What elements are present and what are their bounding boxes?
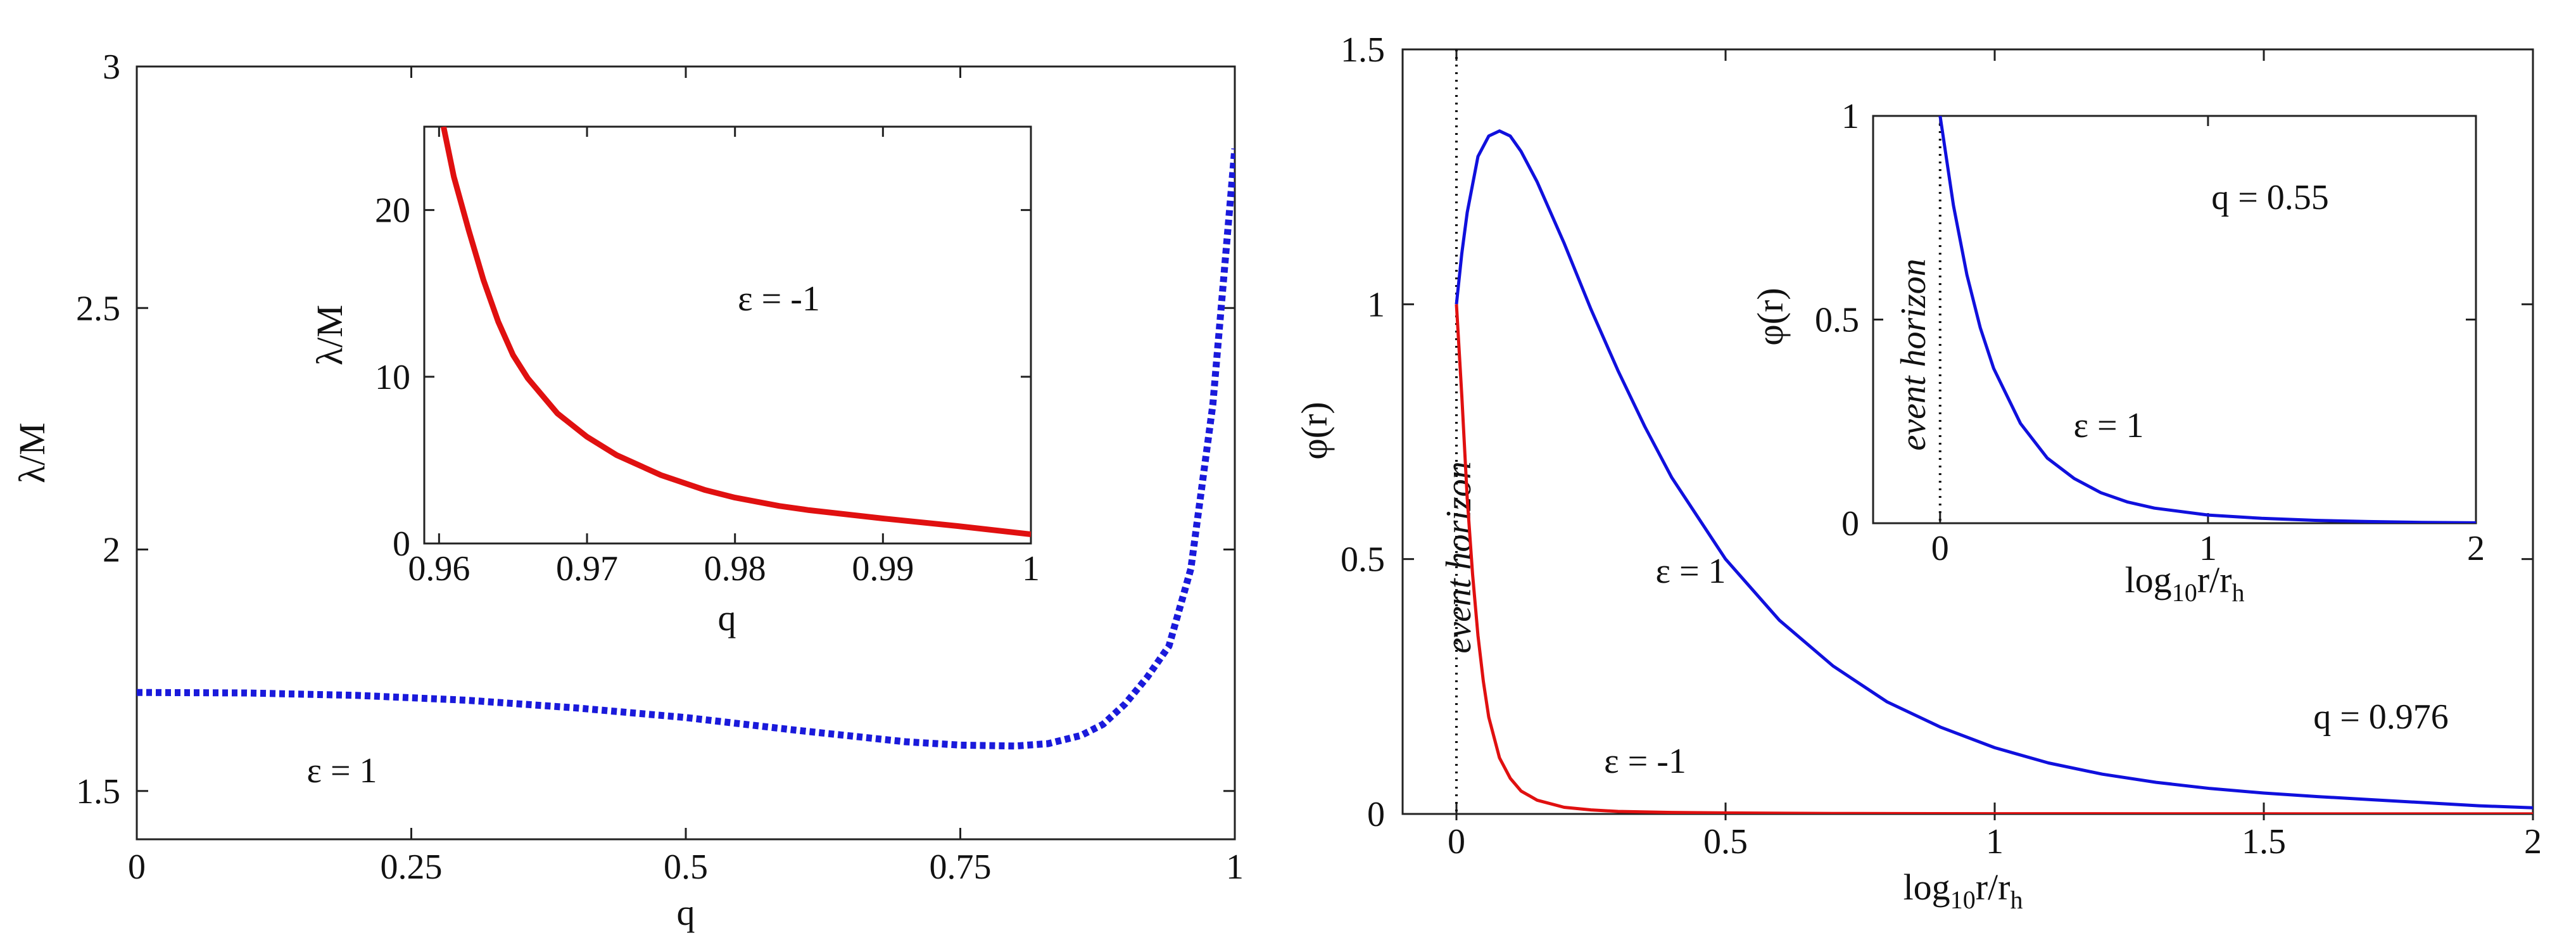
event-horizon-label: event horizon <box>1894 258 1933 450</box>
x-tick-label: 1 <box>1226 848 1244 887</box>
y-tick-label: 2 <box>103 531 120 570</box>
x-tick-label: 0.99 <box>852 549 914 588</box>
x-tick-label: 0.25 <box>381 848 443 887</box>
y-axis-label: λ/M <box>11 422 53 483</box>
y-tick-label: 0 <box>1367 795 1385 834</box>
x-tick-label: 0.75 <box>930 848 992 887</box>
x-tick-label: 2 <box>2467 529 2485 568</box>
y-tick-label: 0 <box>1841 504 1859 543</box>
series-line <box>1455 129 2533 810</box>
x-tick-label: 0.5 <box>1703 822 1748 861</box>
x-tick-label: 0.96 <box>408 549 470 588</box>
annotation-label: ε = 1 <box>1655 552 1726 591</box>
annotation-label: q = 0.976 <box>2313 697 2449 737</box>
x-axis-label: log10r/rh <box>2125 559 2245 607</box>
annotation-label: ε = 1 <box>2073 406 2144 445</box>
y-axis-label: φ(r) <box>1294 402 1335 459</box>
y-tick-label: 0 <box>393 524 410 564</box>
y-tick-label: 1 <box>1841 97 1859 136</box>
x-tick-label: 1 <box>2199 529 2217 568</box>
x-tick-label: 0 <box>1448 822 1465 861</box>
x-tick-label: 0.5 <box>664 848 708 887</box>
y-tick-label: 0.5 <box>1341 540 1385 580</box>
annotation-label: ε = 1 <box>306 751 377 791</box>
x-tick-label: 0 <box>128 848 146 887</box>
y-tick-label: 1.5 <box>76 772 120 811</box>
y-axis-label: λ/M <box>309 305 350 365</box>
x-tick-label: 0 <box>1931 529 1949 568</box>
series-line <box>1455 304 2533 814</box>
series-line <box>440 127 1031 537</box>
annotation-label: ε = -1 <box>1604 742 1686 781</box>
y-tick-label: 1.5 <box>1341 30 1385 70</box>
annotation-label: q = 0.55 <box>2211 178 2329 217</box>
x-axis-label: q <box>677 892 695 933</box>
x-tick-label: 0.97 <box>556 549 618 588</box>
x-tick-label: 1 <box>1022 549 1040 588</box>
x-tick-label: 2 <box>2524 822 2542 861</box>
y-tick-label: 3 <box>103 48 120 87</box>
y-axis-label: φ(r) <box>1750 288 1791 345</box>
y-tick-label: 20 <box>375 191 410 231</box>
plot-frame <box>1872 115 2477 524</box>
x-tick-label: 1 <box>1986 822 2004 861</box>
x-axis-label: log10r/rh <box>1904 867 2023 914</box>
x-axis-label: q <box>718 597 736 638</box>
y-tick-label: 0.5 <box>1815 301 1859 340</box>
x-tick-label: 1.5 <box>2242 822 2286 861</box>
y-tick-label: 2.5 <box>76 289 120 328</box>
plot-frame <box>423 125 1032 545</box>
y-tick-label: 10 <box>375 358 410 397</box>
annotation-label: ε = -1 <box>738 279 820 319</box>
x-tick-label: 0.98 <box>704 549 766 588</box>
y-tick-label: 1 <box>1367 285 1385 324</box>
